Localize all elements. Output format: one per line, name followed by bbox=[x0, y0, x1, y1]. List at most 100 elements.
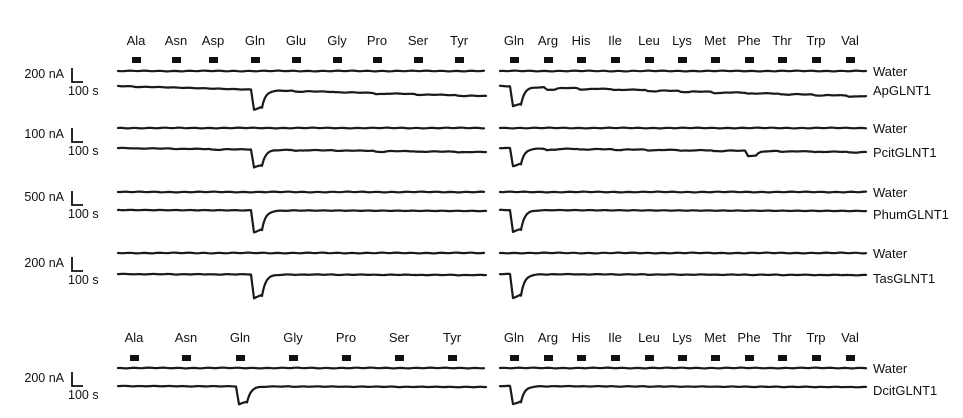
application-bar bbox=[172, 57, 181, 63]
sample-trace bbox=[116, 84, 488, 111]
amino-acid-label: Gln bbox=[504, 330, 524, 345]
water-trace bbox=[498, 69, 868, 73]
time-scale-label: 100 s bbox=[68, 84, 99, 98]
amino-acid-label: Ser bbox=[408, 33, 429, 48]
amino-acid-label: Pro bbox=[336, 330, 356, 345]
water-label: Water bbox=[873, 246, 908, 261]
application-bar bbox=[395, 355, 404, 361]
amino-acid-label: Asn bbox=[165, 33, 187, 48]
application-bar bbox=[292, 57, 301, 63]
sample-label: PcitGLNT1 bbox=[873, 145, 937, 160]
application-bar bbox=[611, 355, 620, 361]
application-bar bbox=[455, 57, 464, 63]
application-bar bbox=[812, 355, 821, 361]
water-trace bbox=[498, 251, 868, 255]
amino-acid-label: Trp bbox=[806, 330, 825, 345]
application-bar bbox=[236, 355, 245, 361]
application-bar bbox=[209, 57, 218, 63]
application-bar bbox=[645, 57, 654, 63]
sample-trace bbox=[116, 384, 488, 406]
amino-acid-label: His bbox=[572, 330, 591, 345]
sample-trace bbox=[498, 84, 868, 108]
amino-acid-label: Gly bbox=[327, 33, 347, 48]
amino-acid-label: Leu bbox=[638, 330, 660, 345]
application-bar bbox=[544, 57, 553, 63]
current-scale-label: 200 nA bbox=[24, 67, 64, 81]
application-bar bbox=[678, 57, 687, 63]
current-scale-label: 200 nA bbox=[24, 256, 64, 270]
amino-acid-label: Ala bbox=[127, 33, 147, 48]
application-bar bbox=[778, 355, 787, 361]
application-bar bbox=[711, 57, 720, 63]
application-bar bbox=[182, 355, 191, 361]
water-trace bbox=[498, 190, 868, 194]
water-trace bbox=[116, 190, 486, 194]
water-trace bbox=[116, 366, 486, 370]
amino-acid-label: Lys bbox=[672, 330, 692, 345]
current-scale-label: 100 nA bbox=[24, 127, 64, 141]
scale-bar bbox=[71, 68, 83, 83]
application-bar bbox=[414, 57, 423, 63]
sample-trace bbox=[498, 208, 868, 234]
application-bar bbox=[812, 57, 821, 63]
time-scale-label: 100 s bbox=[68, 388, 99, 402]
amino-acid-label: Met bbox=[704, 33, 726, 48]
sample-trace bbox=[116, 208, 488, 234]
amino-acid-label: Val bbox=[841, 33, 859, 48]
amino-acid-label: Phe bbox=[737, 33, 760, 48]
amino-acid-label: Tyr bbox=[443, 330, 462, 345]
sample-label: TasGLNT1 bbox=[873, 271, 935, 286]
application-bar bbox=[132, 57, 141, 63]
water-trace bbox=[498, 366, 868, 370]
application-bar bbox=[510, 355, 519, 361]
amino-acid-label: Leu bbox=[638, 33, 660, 48]
application-bar bbox=[577, 355, 586, 361]
amino-acid-label: Thr bbox=[772, 330, 792, 345]
application-bar bbox=[678, 355, 687, 361]
sample-trace bbox=[498, 384, 868, 406]
amino-acid-label: Gln bbox=[245, 33, 265, 48]
scale-bar bbox=[71, 257, 83, 272]
application-bar bbox=[611, 57, 620, 63]
water-trace bbox=[498, 126, 868, 130]
current-scale-label: 500 nA bbox=[24, 190, 64, 204]
amino-acid-label: Asp bbox=[202, 33, 224, 48]
application-bar bbox=[778, 57, 787, 63]
amino-acid-label: Arg bbox=[538, 33, 558, 48]
amino-acid-label: Gln bbox=[504, 33, 524, 48]
application-bar bbox=[448, 355, 457, 361]
application-bar bbox=[846, 355, 855, 361]
sample-trace bbox=[116, 272, 488, 300]
application-bar bbox=[510, 57, 519, 63]
application-bar bbox=[289, 355, 298, 361]
amino-acid-label: Gly bbox=[283, 330, 303, 345]
application-bar bbox=[745, 57, 754, 63]
scale-bar bbox=[71, 128, 83, 143]
amino-acid-label: Ala bbox=[125, 330, 145, 345]
current-scale-label: 200 nA bbox=[24, 371, 64, 385]
water-trace bbox=[116, 126, 486, 130]
amino-acid-label: His bbox=[572, 33, 591, 48]
water-label: Water bbox=[873, 121, 908, 136]
sample-trace bbox=[498, 146, 868, 168]
sample-label: PhumGLNT1 bbox=[873, 207, 949, 222]
amino-acid-label: Glu bbox=[286, 33, 306, 48]
amino-acid-label: Lys bbox=[672, 33, 692, 48]
application-bar bbox=[333, 57, 342, 63]
water-label: Water bbox=[873, 64, 908, 79]
amino-acid-label: Ile bbox=[608, 330, 622, 345]
water-label: Water bbox=[873, 361, 908, 376]
water-trace bbox=[116, 251, 486, 255]
amino-acid-label: Val bbox=[841, 330, 859, 345]
amino-acid-label: Arg bbox=[538, 330, 558, 345]
application-bar bbox=[544, 355, 553, 361]
application-bar bbox=[745, 355, 754, 361]
scale-bar bbox=[71, 191, 83, 206]
application-bar bbox=[577, 57, 586, 63]
time-scale-label: 100 s bbox=[68, 273, 99, 287]
application-bar bbox=[373, 57, 382, 63]
water-trace bbox=[116, 69, 486, 73]
time-scale-label: 100 s bbox=[68, 207, 99, 221]
amino-acid-label: Thr bbox=[772, 33, 792, 48]
